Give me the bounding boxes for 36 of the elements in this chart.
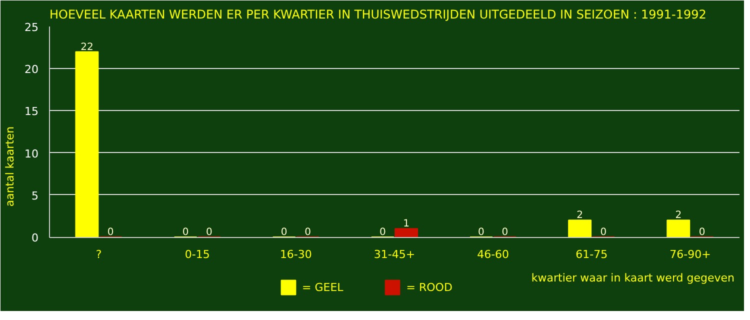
x-tick-label: 46-60 [477,248,510,262]
data-label: 0 [379,227,386,238]
data-label: 2 [576,210,584,222]
data-label: 0 [502,227,508,238]
bar [394,228,418,238]
legend-label: = ROOD [406,280,452,294]
data-label: 0 [206,227,212,238]
data-label: 0 [304,227,311,238]
y-tick-label: 5 [32,189,38,202]
y-tick-label: 25 [24,21,39,34]
x-tick-label: 16-30 [280,248,312,262]
y-tick-label: 15 [24,105,39,118]
y-axis-title: aantal kaarten [4,126,17,207]
legend-label: = GEEL [302,280,344,294]
data-label: 0 [698,227,706,238]
data-label: 0 [280,227,288,238]
x-tick-label: 61-75 [576,248,608,262]
data-label: 2 [675,210,682,222]
y-tick-label: 20 [24,63,39,76]
data-label: 1 [403,218,410,230]
data-label: 0 [107,227,114,238]
x-tick-label: ? [96,248,102,262]
data-label: 0 [478,227,484,238]
x-tick-label: 76-90+ [670,248,711,262]
data-label: 0 [182,227,189,238]
y-tick-label: 0 [32,232,38,245]
bar [568,220,592,238]
data-label: 22 [80,42,94,53]
x-tick-label: 0-15 [184,248,210,262]
chart-title: HOEVEEL KAARTEN WERDEN ER PER KWARTIER IN THUISWEDSTRIJDEN UITGEDEELD IN SEIZOEN : 1991-1992 [50,8,706,22]
data-label: 0 [600,227,607,238]
y-tick-label: 10 [24,147,39,160]
bar [666,220,690,238]
bar [75,51,99,238]
x-tick-label: 31-45+ [374,248,416,262]
x-axis-title: kwartier waar in kaart werd gegeven [531,272,735,284]
